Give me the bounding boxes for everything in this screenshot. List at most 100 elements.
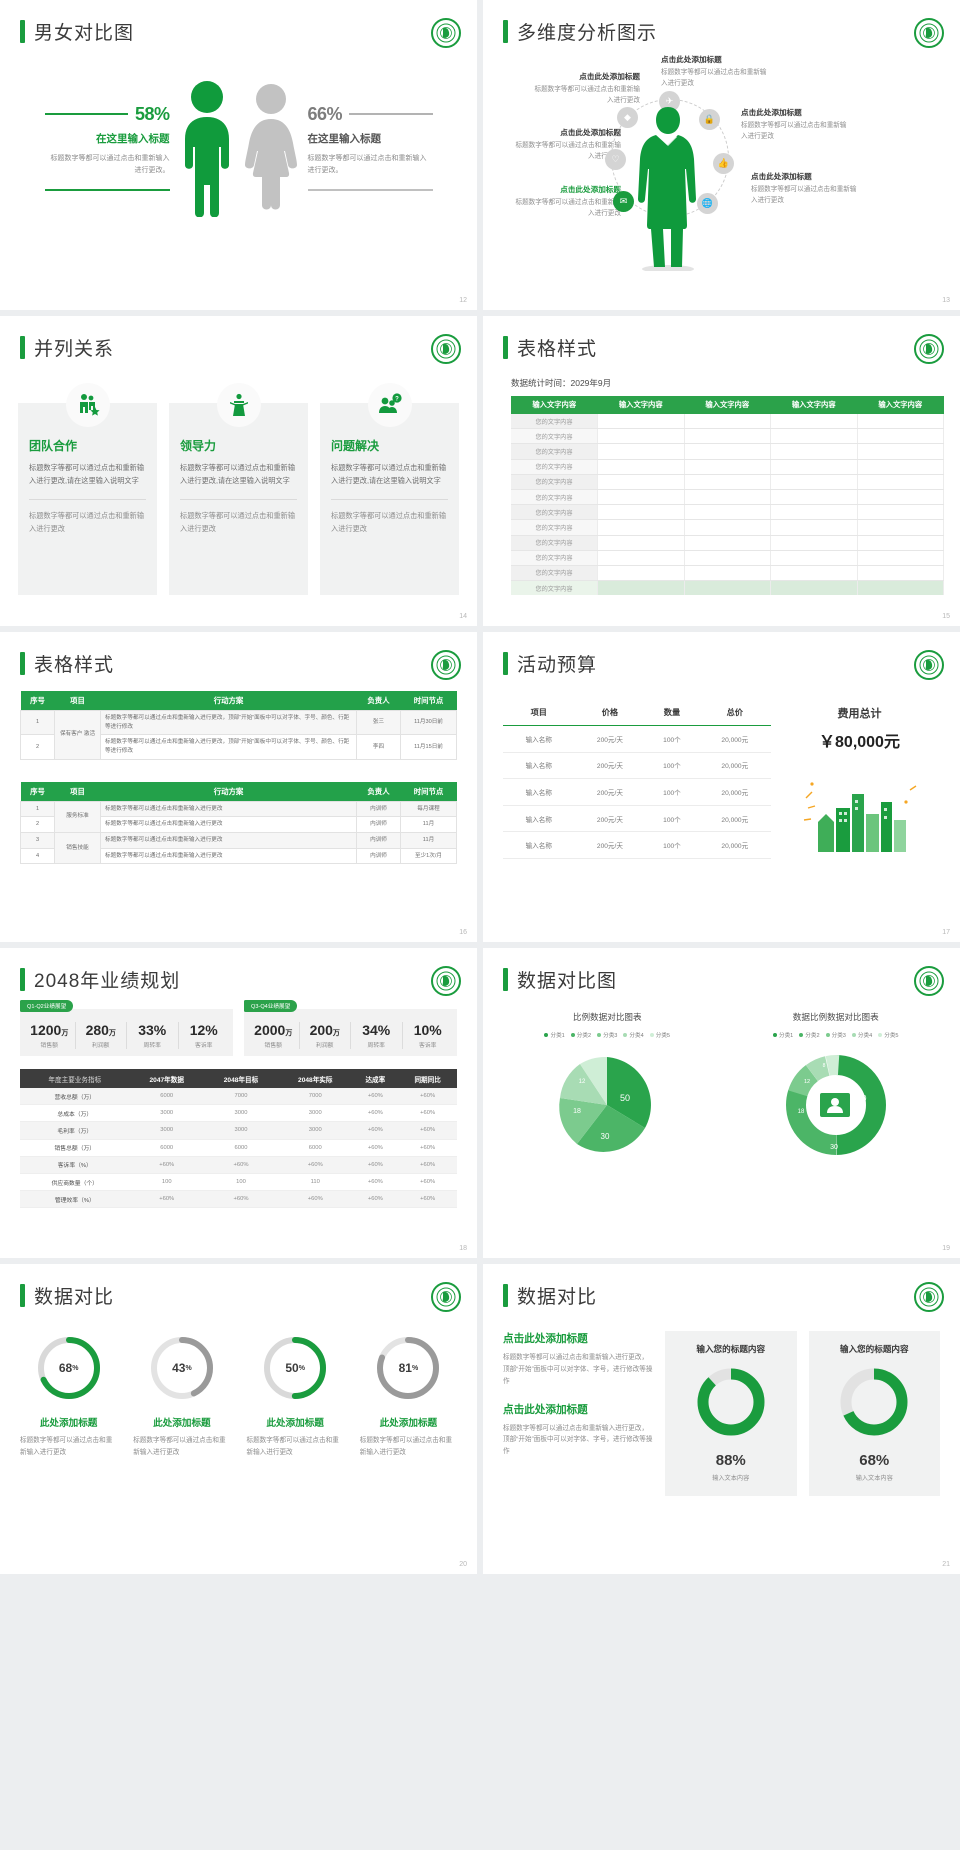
rocket-icon[interactable]: ✈ bbox=[659, 91, 680, 112]
table-row[interactable]: 输入名称 200元/天 100个 20,000元 bbox=[503, 805, 771, 833]
table-row[interactable]: 2 标题数字等都可以通过点击和重新输入进行更改 内训师 11月 bbox=[20, 816, 457, 833]
data-cell bbox=[684, 443, 771, 460]
pie-chart: 50 30 18 12 bbox=[559, 1056, 652, 1152]
progress-item-2: 43% 此处添加标题 标题数字等都可以通过点击和重新输入进行更改 bbox=[127, 1335, 236, 1458]
businessman-silhouette-icon bbox=[638, 107, 696, 271]
school-crest-logo bbox=[431, 650, 461, 680]
progress-value: 50% bbox=[285, 1361, 305, 1375]
table-row[interactable]: 供应商数量（个） 100 100 110 +60% +60% bbox=[20, 1173, 457, 1192]
dimension-label-2[interactable]: 点击此处添加标题 标题数字等都可以通过点击和重新输入进行更改 bbox=[509, 127, 622, 163]
table-row[interactable]: 3 销售技能 标题数字等都可以通过点击和重新输入进行更改 内训师 11月 bbox=[20, 831, 457, 865]
dimension-label-5[interactable]: 点击此处添加标题 标题数字等都可以通过点击和重新输入进行更改 bbox=[741, 107, 853, 143]
progress-ring: 50% bbox=[262, 1335, 328, 1401]
mail-icon[interactable]: ✉ bbox=[613, 191, 634, 212]
data-cell: +60% bbox=[352, 1121, 399, 1140]
table-row[interactable]: 1 保有客户 激活 标题数字等都可以通过点击和重新输入进行更改，顶部“开始”面板中可… bbox=[20, 709, 457, 760]
table-row[interactable]: 毛利率（万） 3000 3000 3000 +60% +60% bbox=[20, 1121, 457, 1140]
dimension-label-3[interactable]: 点击此处添加标题 标题数字等都可以通过点击和重新输入进行更改 bbox=[509, 184, 622, 220]
question-people-icon: ? bbox=[367, 383, 412, 427]
data-cell bbox=[597, 535, 685, 551]
page-number: 15 bbox=[942, 613, 950, 620]
dimension-label-4[interactable]: 点击此处添加标题 标题数字等都可以通过点击和重新输入进行更改 bbox=[661, 54, 773, 90]
data-cell: +60% bbox=[203, 1190, 279, 1209]
table-row[interactable]: 您的文字内容 bbox=[511, 535, 944, 551]
total-value: ￥80,000元 bbox=[819, 734, 900, 751]
female-line bbox=[349, 113, 433, 115]
data-cell: +60% bbox=[398, 1121, 457, 1140]
table-row[interactable]: 销售总额（万） 6000 6000 6000 +60% +60% bbox=[20, 1139, 457, 1157]
stat-card-1[interactable]: 输入您的标题内容 88% 输入文本内容 bbox=[665, 1331, 797, 1496]
table-row[interactable]: 您的文字内容 bbox=[511, 550, 944, 566]
table-row[interactable]: 2 标题数字等都可以通过点击和重新输入进行更改，顶部“开始”面板中可以对字体、字号… bbox=[20, 734, 457, 760]
legend-item: 分类3 bbox=[825, 1031, 846, 1039]
table-row[interactable]: 您的文字内容 bbox=[511, 414, 944, 430]
table-row[interactable]: 您的文字内容 bbox=[511, 565, 944, 582]
table-row[interactable]: 您的文字内容 bbox=[511, 489, 944, 506]
dimension-label-1[interactable]: 点击此处添加标题 标题数字等都可以通过点击和重新输入进行更改 bbox=[528, 71, 641, 107]
data-cell: 4 bbox=[20, 847, 55, 865]
svg-text:12: 12 bbox=[579, 1079, 586, 1085]
legend-swatch bbox=[799, 1033, 804, 1037]
table-row[interactable]: 您的文字内容 bbox=[511, 580, 944, 596]
kpi-group-tag: Q1-Q2业绩展望 bbox=[20, 1000, 74, 1012]
card-problem-solving[interactable]: ? 问题解决 标题数字等都可以通过点击和重新输入进行更改,请在这里输入说明文字 … bbox=[320, 383, 459, 595]
globe-icon[interactable]: 🌐 bbox=[697, 193, 718, 214]
row-label-cell: 您的文字内容 bbox=[511, 504, 598, 521]
title-accent-bar bbox=[503, 1284, 508, 1307]
data-cell: 1 bbox=[20, 709, 55, 736]
dimension-label-6[interactable]: 点击此处添加标题 标题数字等都可以通过点击和重新输入进行更改 bbox=[751, 171, 863, 207]
data-cell: 输入名称 bbox=[503, 831, 575, 859]
card-teamwork[interactable]: 团队合作 标题数字等都可以通过点击和重新输入进行更改,请在这里输入说明文字 标题… bbox=[18, 383, 157, 595]
kpi-cell: 200万 利润额 bbox=[300, 1022, 351, 1049]
table-row[interactable]: 1 服务标准 标题数字等都可以通过点击和重新输入进行更改 内训师 每月课程 bbox=[20, 800, 457, 833]
table-row[interactable]: 您的文字内容 bbox=[511, 428, 944, 445]
data-cell: 毛利率（万） bbox=[20, 1121, 130, 1140]
data-cell bbox=[857, 535, 944, 551]
data-cell: 每月课程 bbox=[400, 800, 457, 818]
item-desc: 标题数字等都可以通过点击和重新输入进行更改 bbox=[133, 1437, 226, 1456]
diamond-icon[interactable]: ◆ bbox=[617, 107, 638, 128]
kpi-group-tag: Q3-Q4业绩展望 bbox=[244, 1000, 298, 1012]
kpi-grid: 2000万 销售额 200万 利润额 34% 周转率 10% 客诉率 bbox=[248, 1022, 453, 1049]
data-cell: 至少1次/月 bbox=[400, 847, 457, 865]
table-row[interactable]: 您的文字内容 bbox=[511, 443, 944, 460]
table-row[interactable]: 总成本（万） 3000 3000 3000 +60% +60% bbox=[20, 1104, 457, 1123]
table-row[interactable]: 输入名称 200元/天 100个 20,000元 bbox=[503, 831, 771, 859]
data-cell: +60% bbox=[398, 1104, 457, 1123]
legend-label: 分类1 bbox=[778, 1033, 794, 1039]
card-leadership[interactable]: 领导力 标题数字等都可以通过点击和重新输入进行更改,请在这里输入说明文字 标题数… bbox=[169, 383, 308, 595]
table-header-row: 年度主要业务指标 2047年数据 2048年目标 2048年实际 达成率 同期同比 bbox=[20, 1069, 457, 1088]
table-row[interactable]: 您的文字内容 bbox=[511, 474, 944, 490]
data-cell: 3000 bbox=[278, 1121, 353, 1140]
table-row[interactable]: 您的文字内容 bbox=[511, 519, 944, 536]
heart-icon[interactable]: ♡ bbox=[605, 149, 626, 170]
table-row[interactable]: 4 标题数字等都可以通过点击和重新输入进行更改 内训师 至少1次/月 bbox=[20, 847, 457, 865]
chart-caption: 比例数据对比图表 bbox=[572, 1012, 642, 1022]
thumbs-up-icon[interactable]: 👍 bbox=[713, 153, 734, 174]
dimension-title: 点击此处添加标题 bbox=[661, 55, 722, 64]
stat-card-2[interactable]: 输入您的标题内容 68% 输入文本内容 bbox=[808, 1331, 940, 1496]
page-title: 数据对比 bbox=[517, 1287, 598, 1308]
table-row[interactable]: 管理效率（%） +60% +60% +60% +60% +60% bbox=[20, 1190, 457, 1209]
dimension-desc: 标题数字等都可以通过点击和重新输入进行更改 bbox=[751, 186, 857, 204]
male-bottom-line bbox=[44, 189, 170, 191]
kpi-cell: 10% 客诉率 bbox=[403, 1022, 454, 1049]
lock-icon[interactable]: 🔒 bbox=[699, 109, 720, 130]
column-header-5: 达成率 bbox=[352, 1069, 399, 1088]
female-stat-block: 66% 在这里输入标题 标题数字等都可以通过点击和重新输入进行更改。 bbox=[307, 104, 433, 191]
data-cell: 100个 bbox=[645, 752, 699, 780]
data-cell bbox=[857, 550, 944, 566]
table-row[interactable]: 客诉率（%） +60% +60% +60% +60% +60% bbox=[20, 1156, 457, 1174]
table-row[interactable]: 输入名称 200元/天 100个 20,000元 bbox=[503, 752, 771, 780]
table-row[interactable]: 您的文字内容 bbox=[511, 504, 944, 521]
table-row[interactable]: 营收总额（万） 6000 7000 7000 +60% +60% bbox=[20, 1088, 457, 1106]
table-row[interactable]: 输入名称 200元/天 100个 20,000元 bbox=[503, 778, 771, 806]
data-cell bbox=[597, 459, 685, 475]
table-row[interactable]: 输入名称 200元/天 100个 20,000元 bbox=[503, 725, 771, 753]
legend-item: 分类5 bbox=[649, 1031, 670, 1039]
dimension-desc: 标题数字等都可以通过点击和重新输入进行更改 bbox=[534, 86, 641, 104]
svg-text:18: 18 bbox=[797, 1109, 804, 1115]
page-number: 12 bbox=[459, 297, 467, 304]
table-row[interactable]: 您的文字内容 bbox=[511, 459, 944, 475]
data-cell: 20,000元 bbox=[698, 831, 771, 859]
